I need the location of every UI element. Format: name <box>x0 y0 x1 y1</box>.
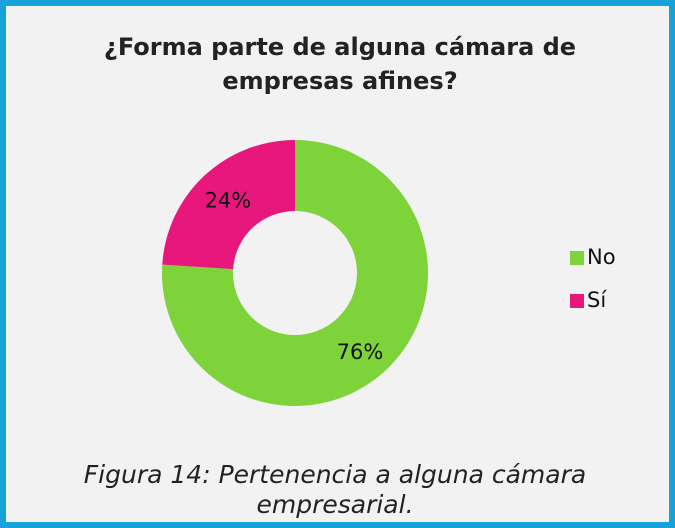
caption: Figura 14: Pertenencia a alguna cámara e… <box>83 460 587 519</box>
data-label: 76% <box>337 340 384 364</box>
slice <box>162 140 295 270</box>
legend-label: Sí <box>587 288 607 312</box>
data-label: 24% <box>205 189 252 213</box>
legend-label: No <box>587 245 616 269</box>
slice <box>161 140 429 406</box>
chart-title: ¿Forma parte de alguna cámara de empresa… <box>103 33 577 95</box>
legend-swatch <box>570 251 584 265</box>
legend-swatch <box>570 294 584 308</box>
